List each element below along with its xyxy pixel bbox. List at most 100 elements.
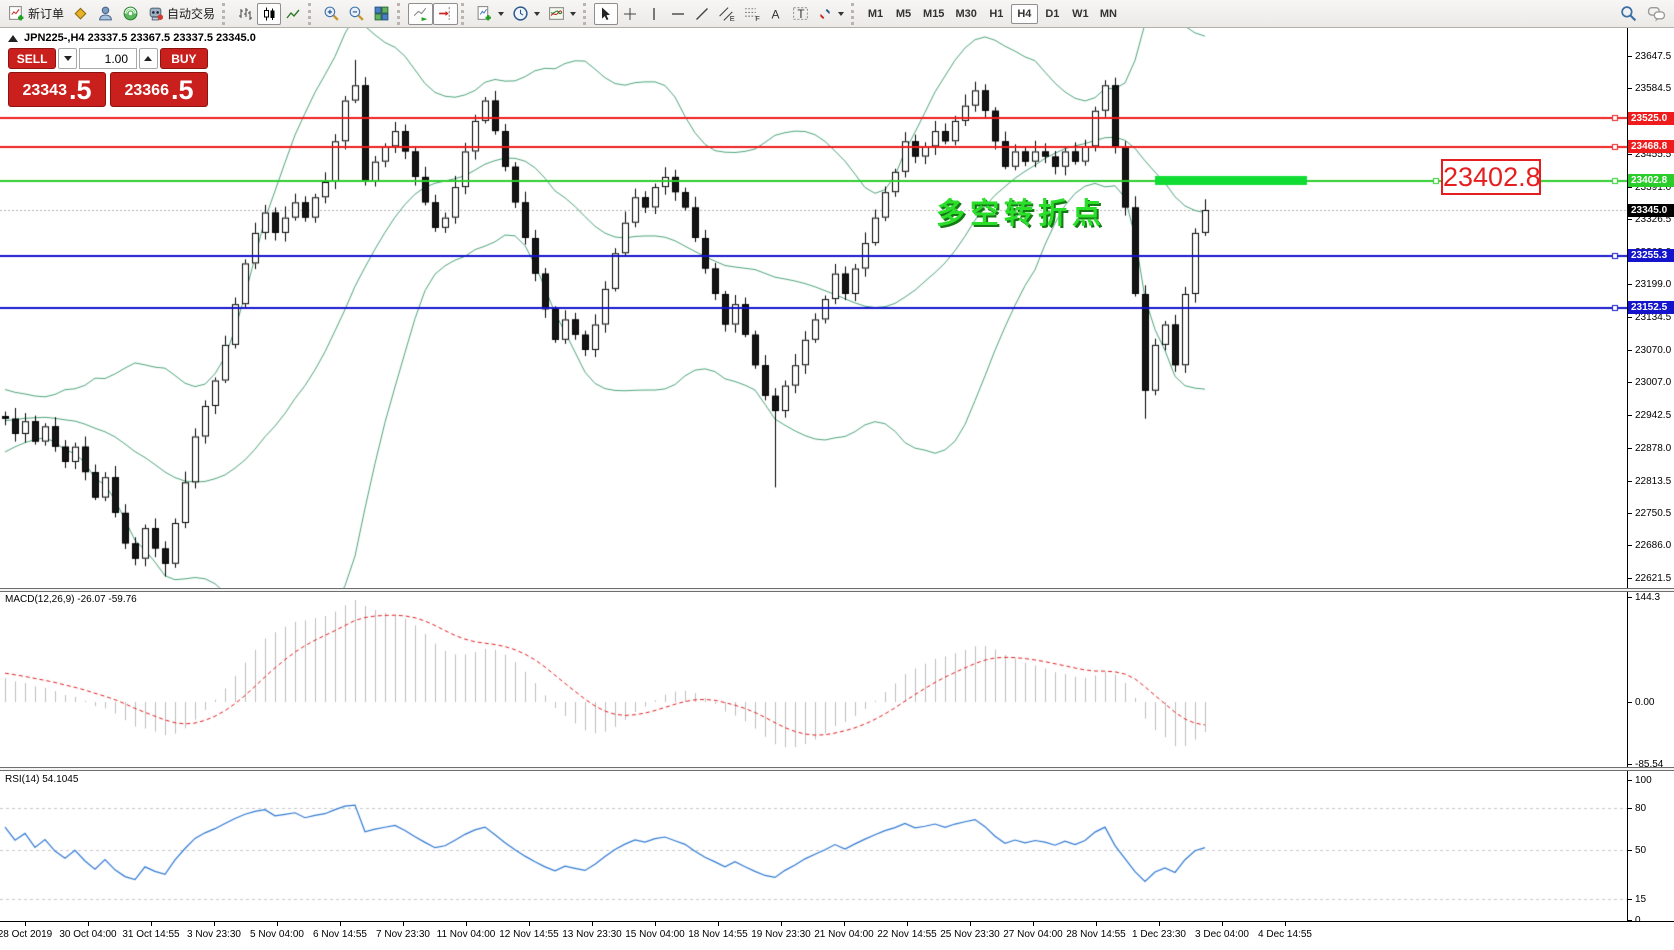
new-order-button[interactable]: 新订单	[4, 3, 68, 25]
signals-button[interactable]	[118, 3, 143, 25]
price-tick	[1628, 512, 1632, 514]
up-arrow-icon	[144, 56, 153, 61]
rsi-axis-label: 100	[1635, 775, 1652, 786]
timeframe-H1[interactable]: H1	[989, 7, 1004, 20]
timeframe-M1[interactable]: M1	[867, 7, 884, 20]
chart-annotation-text[interactable]: 多空转折点	[936, 198, 1107, 230]
cursor-tool-button[interactable]	[594, 2, 619, 25]
date-label: 25 Nov 23:30	[940, 929, 1000, 940]
bar-chart-button[interactable]	[233, 3, 257, 25]
date-tick	[340, 922, 341, 926]
bar-chart-icon	[239, 7, 253, 20]
sell-price-display[interactable]: 23343 .5	[8, 72, 106, 107]
line-chart-button[interactable]	[281, 3, 305, 25]
price-tick	[1628, 284, 1632, 286]
indicators-button[interactable]	[544, 3, 580, 25]
new-chart-button[interactable]	[472, 3, 508, 25]
timeframe-M15[interactable]: M15	[923, 7, 945, 20]
date-tick	[1159, 922, 1160, 926]
rsi-panel-canvas[interactable]	[0, 771, 1627, 921]
quotes-button[interactable]	[68, 3, 93, 25]
fibonacci-tool-button[interactable]: F	[739, 3, 764, 25]
crosshair-icon	[624, 7, 637, 20]
time-axis: 28 Oct 2019 30 Oct 04:00 31 Oct 14:55 3 Nov…	[0, 921, 1674, 950]
date-label: 7 Nov 23:30	[376, 929, 430, 940]
toolbar-separator	[583, 2, 590, 25]
channel-tool-button[interactable]: E	[714, 3, 739, 25]
buy-button[interactable]: BUY	[159, 48, 208, 69]
down-arrow-icon	[63, 56, 72, 61]
price-tick	[1628, 153, 1632, 155]
price-tag[interactable]: 23152.5	[1628, 301, 1674, 315]
svg-text:E: E	[730, 14, 735, 22]
chart-shift-button[interactable]	[433, 2, 459, 25]
candlestick-chart-icon	[264, 7, 275, 20]
horizontal-line-icon	[672, 12, 685, 15]
autotrading-icon	[149, 7, 164, 21]
macd-axis-tick	[1628, 596, 1632, 598]
periods-button[interactable]	[508, 3, 544, 25]
timeframe-W1[interactable]: W1	[1072, 7, 1089, 20]
vertical-line-tool-button[interactable]	[642, 3, 666, 25]
horizontal-line-tool-button[interactable]	[666, 3, 690, 25]
main-chart-canvas[interactable]	[0, 28, 1627, 590]
timeframe-H4[interactable]: H4	[1010, 3, 1038, 24]
candlestick-chart-button[interactable]	[257, 2, 282, 25]
auto-scroll-button[interactable]	[408, 2, 434, 25]
price-tick	[1628, 414, 1632, 416]
date-label: 1 Dec 23:30	[1132, 929, 1186, 940]
chat-icon[interactable]	[1647, 5, 1666, 22]
sell-button[interactable]: SELL	[8, 48, 57, 69]
date-label: 30 Oct 04:00	[59, 929, 117, 940]
rsi-axis-label: 15	[1635, 894, 1647, 905]
date-tick	[907, 922, 908, 926]
svg-text:A: A	[772, 7, 780, 21]
timeframe-M5[interactable]: M5	[895, 7, 912, 20]
zoom-in-button[interactable]	[319, 3, 344, 25]
volume-decrease-button[interactable]	[58, 48, 77, 69]
price-tag[interactable]: 23345.0	[1628, 203, 1674, 217]
date-tick	[655, 922, 656, 926]
price-tag[interactable]: 23468.8	[1628, 140, 1674, 154]
zoom-out-button[interactable]	[344, 3, 369, 25]
autotrading-button[interactable]: 自动交易	[143, 3, 219, 25]
equidistant-channel-icon: E	[719, 7, 735, 22]
sell-price-pips: .5	[68, 75, 92, 105]
vertical-line-icon	[653, 7, 655, 20]
trendline-tool-button[interactable]	[690, 3, 714, 25]
price-tick-label: 23199.0	[1635, 279, 1672, 291]
chart-area: 23647.523584.523520.023455.523391.023326…	[0, 28, 1674, 950]
price-tag[interactable]: 23255.3	[1628, 249, 1674, 263]
text-label-tool-button[interactable]: T	[788, 3, 813, 25]
toolbar-separator	[308, 2, 315, 25]
rsi-indicator-label: RSI(14) 54.1045	[5, 774, 79, 785]
tile-windows-button[interactable]	[369, 3, 394, 25]
price-tag[interactable]: 23525.0	[1628, 111, 1674, 125]
date-label: 27 Nov 04:00	[1003, 929, 1063, 940]
panel-splitter[interactable]	[0, 767, 1674, 771]
collapse-panel-icon[interactable]	[8, 34, 18, 42]
sell-price-main: 23343	[22, 82, 67, 99]
arrows-tool-button[interactable]	[813, 3, 848, 25]
price-tag[interactable]: 23402.8	[1628, 174, 1674, 188]
text-tool-button[interactable]: A	[764, 3, 788, 25]
search-icon[interactable]	[1620, 5, 1637, 22]
profile-button[interactable]	[93, 3, 118, 25]
timeframe-M30[interactable]: M30	[955, 7, 977, 20]
buy-price-display[interactable]: 23366 .5	[110, 72, 208, 107]
macd-panel-canvas[interactable]	[0, 592, 1627, 767]
toolbar-separator	[461, 2, 468, 25]
volume-input[interactable]	[79, 48, 137, 69]
svg-text:T: T	[797, 8, 804, 21]
volume-increase-button[interactable]	[139, 48, 158, 69]
cursor-icon	[602, 7, 611, 20]
timeframe-group: M1 M5 M15 M30 H1 H4 D1 W1 MN	[862, 3, 1122, 24]
timeframe-MN[interactable]: MN	[1099, 7, 1117, 20]
price-tick-label: 22942.5	[1635, 409, 1672, 421]
date-label: 21 Nov 04:00	[814, 929, 874, 940]
crosshair-tool-button[interactable]	[618, 3, 642, 25]
timeframe-D1[interactable]: D1	[1045, 7, 1060, 20]
pivot-price-callout[interactable]: 23402.8	[1441, 159, 1541, 195]
panel-splitter[interactable]	[0, 588, 1674, 592]
